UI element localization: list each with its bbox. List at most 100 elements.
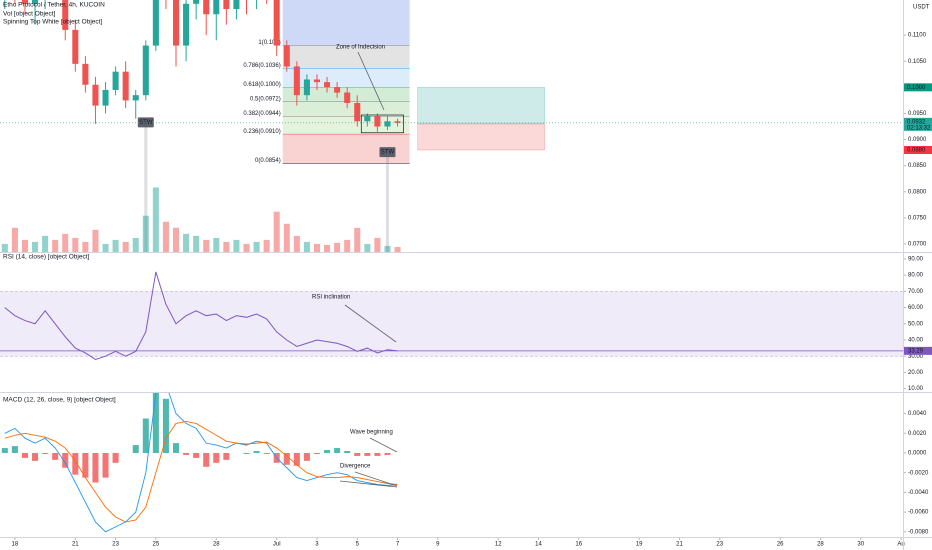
candle-body: [72, 29, 79, 64]
candle-body: [334, 87, 341, 93]
macd-histogram-bar: [112, 452, 119, 463]
volume-bar: [263, 239, 270, 252]
y-tick-label: 0.0700: [908, 242, 927, 248]
macd-histogram-bar: [243, 452, 250, 454]
indicator-title: Vol [object Object]: [3, 11, 56, 18]
fib-label: 0.236(0.0910): [243, 129, 280, 135]
macd-histogram-bar: [142, 418, 149, 453]
x-tick-label: 18: [12, 542, 19, 548]
x-tick-label: Jul: [273, 542, 281, 548]
volume-bar: [384, 245, 391, 252]
volume-bar: [162, 221, 169, 252]
macd-line: [4, 393, 398, 533]
x-tick-label: 21: [676, 542, 683, 548]
candle-body: [122, 71, 129, 101]
volume-bar: [253, 241, 260, 252]
y-tick-label: 0.1100: [908, 33, 927, 39]
macd-histogram-bar: [193, 452, 200, 458]
macd-histogram-bar: [62, 452, 69, 468]
x-tick-label: 16: [575, 542, 582, 548]
candle-body: [223, 0, 230, 10]
candle-body: [172, 0, 180, 46]
volume-bar: [303, 241, 310, 252]
candle-body: [283, 45, 290, 67]
macd-line: [4, 421, 398, 523]
volume-bar: [72, 237, 79, 252]
macd-histogram-bar: [263, 452, 270, 454]
macd-histogram-bar: [293, 452, 300, 466]
volume-bar: [172, 227, 180, 252]
last-price-tag: [904, 117, 932, 131]
candle-body: [193, 0, 200, 4]
y-tick-label: 0.1050: [908, 59, 927, 65]
price-tag: [904, 145, 932, 154]
annotation-arrow: [357, 51, 385, 111]
rsi-last-label: 33.29: [908, 348, 924, 354]
x-tick-label: 9: [436, 542, 440, 548]
candle-body: [273, 0, 280, 46]
candle-body: [132, 95, 139, 101]
x-tick-label: 7: [396, 542, 400, 548]
volume-bar: [52, 239, 59, 252]
volume-bar: [183, 233, 190, 252]
candle-body: [213, 0, 220, 15]
candle-body: [152, 0, 159, 46]
fib-band: [282, 45, 410, 69]
x-tick-label: 21: [72, 542, 79, 548]
y-tick-label: -0.0080: [908, 529, 929, 535]
candle-body: [112, 71, 119, 90]
candle-body: [62, 0, 69, 30]
volume-bar: [283, 223, 290, 252]
x-tick-label: 23: [112, 542, 119, 548]
volume-bar: [132, 237, 139, 252]
y-tick-label: 30.00: [908, 354, 924, 360]
macd-histogram-bar: [92, 452, 99, 483]
candle-body: [293, 66, 300, 96]
y-tick-label: 10.00: [908, 386, 924, 392]
zone-box: [360, 114, 404, 134]
candle-body: [142, 45, 149, 96]
volume-bar: [193, 235, 200, 252]
volume-bar: [213, 237, 220, 252]
y-tick-label: 0.0000: [908, 451, 927, 457]
volume-bar: [42, 235, 49, 252]
volume-bar: [122, 241, 129, 252]
candle-body: [82, 63, 89, 85]
volume-bar: [243, 243, 250, 252]
volume-bar: [142, 215, 149, 252]
y-tick-label: 20.00: [908, 370, 924, 376]
y-tick-label: -0.0060: [908, 510, 929, 516]
volume-bar: [293, 235, 300, 252]
macd-histogram-bar: [364, 452, 371, 456]
x-tick-label: 19: [636, 542, 643, 548]
macd-histogram-bar: [203, 452, 210, 467]
volume-bar: [92, 229, 99, 252]
macd-histogram-bar: [324, 450, 331, 453]
unit-label: USDT: [913, 5, 930, 11]
x-tick-label: 26: [777, 542, 784, 548]
rsi-last-tag: [904, 346, 932, 355]
y-tick-label: 0.0850: [908, 163, 927, 169]
macd-histogram-bar: [384, 452, 391, 455]
y-tick-label: 0.0800: [908, 189, 927, 195]
macd-histogram-bar: [102, 452, 109, 478]
y-tick-label: 40.00: [908, 338, 924, 344]
marker-box: [137, 117, 154, 128]
fib-band: [282, 116, 410, 135]
chart-title: Etho Protocol / Tether, 4h, KUCOIN: [3, 2, 105, 9]
volume-bar: [82, 241, 89, 252]
annotation: Zone of Indecision: [336, 45, 385, 51]
rsi-pane: [0, 271, 903, 360]
volume-bar: [223, 241, 230, 252]
macd-histogram-bar: [82, 452, 89, 478]
volume-bar: [334, 242, 341, 252]
volume-bar: [233, 239, 240, 252]
fib-label: 0.786(0.1036): [243, 63, 280, 69]
volume-bar: [394, 246, 401, 252]
indicator-title: Spinning Top White [object Object]: [3, 19, 102, 26]
rsi-band: [0, 291, 903, 357]
candle-body: [364, 116, 371, 122]
macd-histogram-bar: [223, 452, 230, 460]
volume-bar: [1, 243, 8, 252]
